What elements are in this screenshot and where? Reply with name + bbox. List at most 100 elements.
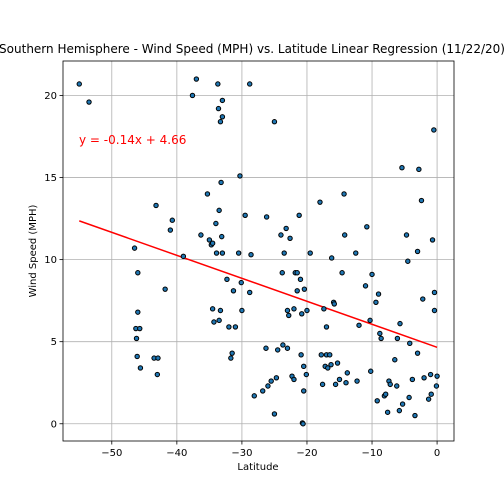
data-point (431, 289, 438, 296)
data-point (215, 81, 221, 87)
data-point (169, 217, 175, 223)
regression-equation: y = -0.14x + 4.66 (79, 133, 186, 147)
data-point (405, 258, 411, 264)
data-point (189, 92, 196, 99)
data-point (318, 352, 324, 358)
data-point (296, 212, 302, 218)
data-point (224, 276, 230, 283)
x-tick-label: 0 (434, 448, 440, 459)
data-point (427, 371, 434, 378)
data-point (298, 352, 304, 358)
data-point (342, 232, 348, 238)
data-point (301, 388, 307, 394)
data-point (433, 383, 440, 389)
data-point (283, 225, 289, 232)
data-point (344, 370, 351, 376)
data-point (279, 270, 285, 276)
data-point (216, 207, 222, 214)
data-point (281, 250, 287, 256)
data-point (135, 270, 141, 276)
y-tick-label: 10 (44, 255, 57, 266)
data-point (198, 232, 204, 238)
data-point (209, 306, 216, 312)
x-tick-label: −30 (231, 448, 252, 459)
plot-border (62, 60, 455, 442)
data-point (362, 283, 369, 289)
data-point (336, 376, 343, 383)
data-point (414, 248, 421, 255)
data-point (131, 245, 138, 251)
x-tick-label: −10 (361, 448, 382, 459)
data-point (331, 301, 337, 307)
regression-line (79, 220, 438, 348)
data-point (284, 345, 291, 351)
data-point (219, 114, 226, 120)
y-tick-label: 20 (44, 91, 57, 102)
data-point (291, 376, 297, 383)
data-point (299, 311, 305, 317)
data-point (421, 375, 427, 381)
data-point (247, 81, 253, 87)
data-point (368, 368, 374, 374)
data-point (339, 270, 345, 276)
data-point (134, 353, 140, 360)
data-point (394, 383, 400, 389)
data-point (209, 240, 216, 246)
data-point (301, 363, 307, 370)
data-point (193, 76, 200, 82)
data-point (409, 376, 416, 383)
data-point (294, 270, 300, 276)
data-point (392, 357, 398, 363)
y-tick-label: 15 (44, 173, 57, 184)
data-point (414, 350, 421, 356)
data-point (325, 365, 331, 371)
data-point (375, 291, 382, 297)
data-point (239, 307, 245, 314)
data-point (334, 360, 341, 366)
data-point (418, 197, 425, 204)
data-point (378, 335, 384, 342)
data-point (167, 227, 174, 233)
data-point (230, 288, 237, 294)
grid (63, 61, 454, 441)
x-axis-label: Latitude (237, 462, 278, 473)
data-point (86, 99, 92, 105)
data-point (206, 237, 213, 243)
data-point (219, 233, 225, 240)
data-points (76, 76, 440, 427)
data-point (304, 307, 310, 314)
data-point (303, 371, 310, 378)
data-point (364, 224, 370, 230)
data-point (403, 232, 410, 238)
data-point (216, 317, 222, 324)
data-point (137, 365, 144, 371)
data-point (287, 235, 293, 241)
data-point (238, 279, 244, 286)
data-point (247, 289, 253, 296)
data-point (219, 97, 226, 104)
data-point (341, 191, 347, 197)
data-point (154, 371, 161, 378)
data-point (374, 398, 380, 404)
data-point (294, 288, 300, 294)
data-point (319, 381, 326, 388)
data-point (242, 212, 248, 218)
data-point (354, 378, 360, 384)
x-tick-label: −40 (166, 448, 187, 459)
data-point (217, 119, 224, 125)
data-point (263, 345, 269, 351)
data-point (263, 214, 270, 220)
data-point (407, 340, 413, 347)
data-point (332, 381, 339, 388)
data-point (133, 335, 140, 342)
y-tick-label: 5 (51, 337, 57, 348)
data-point (428, 391, 434, 397)
data-point (300, 421, 306, 427)
data-point (328, 361, 334, 368)
data-point (137, 325, 143, 332)
data-point (235, 250, 242, 256)
data-point (153, 202, 159, 209)
plot-area (63, 61, 454, 441)
data-point (232, 324, 239, 330)
data-point (384, 409, 391, 415)
